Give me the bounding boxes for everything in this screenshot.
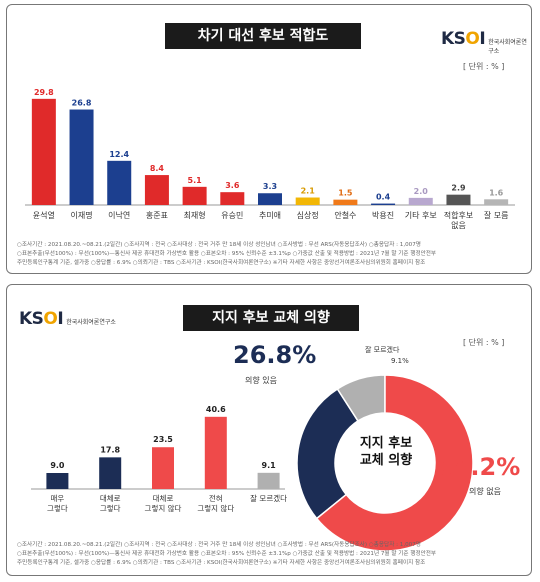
bar <box>257 472 280 489</box>
bar <box>371 203 396 205</box>
donut-slice <box>315 374 474 552</box>
dk-value: 9.1% <box>391 357 409 365</box>
bar-value-label: 2.9 <box>451 184 466 193</box>
footnote-line: 주민등록인구통계 기준, 셀가중 ○응답률 : 6.9% ○의뢰기관 : TBS… <box>17 260 426 266</box>
category-label: 없음 <box>451 221 466 230</box>
logo-mark: KSOI <box>19 309 64 329</box>
footnote-line: ○표본추출(무선100%) : 무선(100%)—통신사 제공 휴대전화 가상번… <box>17 251 437 257</box>
bar-value-label: 5.1 <box>188 176 203 185</box>
bar-value-label: 3.3 <box>263 182 277 191</box>
bar-value-label: 12.4 <box>109 150 129 159</box>
change-label: 의향 없음 <box>469 487 501 496</box>
category-label: 그렇지 않다 <box>197 503 234 513</box>
category-label: 적합후보 <box>444 210 473 220</box>
survey-footnote: ○조사기간 : 2021.08.20.~08.21.(2일간) ○조사지역 : … <box>17 541 521 568</box>
bar <box>258 193 282 205</box>
category-label: 잘 모르겠다 <box>250 493 287 503</box>
logo-subtitle: 한국사회여론연구소 <box>66 319 116 326</box>
ksoi-logo: KSOI 한국사회여론연구소 <box>19 309 116 329</box>
category-label: 심상정 <box>297 210 319 220</box>
change-value: 64.2% <box>437 453 521 481</box>
bar <box>31 98 56 205</box>
category-label: 윤석열 <box>33 210 55 220</box>
bar <box>69 109 94 205</box>
unit-label: [ 단위 : % ] <box>463 338 505 347</box>
bar <box>182 186 207 205</box>
bar <box>446 194 471 205</box>
candidate-suitability-panel: 차기 대선 후보 적합도 KSOI 한국사회여론연구소 [ 단위 : % ] 2… <box>6 4 532 274</box>
bar <box>144 175 169 205</box>
bar-value-label: 26.8 <box>72 99 92 108</box>
footnote-line: ○조사기간 : 2021.08.20.~08.21.(2일간) ○조사지역 : … <box>17 242 421 248</box>
bar-value-label: 1.6 <box>489 188 504 197</box>
donut-center-label: 지지 후보 교체 의향 <box>333 435 439 469</box>
category-label: 이재명 <box>70 210 92 220</box>
footnote-line: ○표본추출(무선100%) : 무선(100%)—통신사 제공 휴대전화 가상번… <box>17 551 437 557</box>
chart-title: 차기 대선 후보 적합도 <box>165 23 361 49</box>
category-label: 홍준표 <box>146 210 168 220</box>
category-label: 기타 후보 <box>405 211 437 220</box>
bar <box>204 416 227 489</box>
bar-value-label: 2.0 <box>414 187 429 196</box>
bar-value-label: 3.6 <box>225 181 240 190</box>
category-label: 안철수 <box>334 210 356 220</box>
bar-value-label: 9.1 <box>262 461 277 470</box>
category-label: 매우 <box>50 494 64 503</box>
candidate-bar-chart: 29.8 윤석열 26.8 이재명 12.4 이낙연 8.4 홍준표 5.1 최재형 3.6 유승민 3… <box>25 88 515 230</box>
change-intent-donut <box>296 374 474 552</box>
bar-value-label: 8.4 <box>150 164 165 173</box>
bar <box>333 199 358 205</box>
category-label: 대체로 <box>153 493 174 503</box>
bar-value-label: 9.0 <box>50 461 65 470</box>
footnote-line: ○조사기간 : 2021.08.20.~08.21.(2일간) ○조사지역 : … <box>17 542 421 548</box>
category-label: 대체로 <box>100 493 121 503</box>
keep-label: 의향 있음 <box>245 376 277 385</box>
footnote-line: 주민등록인구통계 기준, 셀가중 ○응답률 : 6.9% ○의뢰기관 : TBS… <box>17 560 426 566</box>
donut-center-line: 지지 후보 <box>359 436 413 451</box>
bar <box>107 160 132 205</box>
ksoi-logo: KSOI 한국사회여론연구소 <box>441 29 531 55</box>
category-label: 최재형 <box>184 210 206 220</box>
bar <box>46 473 69 489</box>
bar <box>408 197 433 205</box>
dk-label: 잘 모르겠다 <box>365 346 400 354</box>
bar-value-label: 2.1 <box>301 187 316 196</box>
bar-value-label: 40.6 <box>206 405 226 414</box>
bar-value-label: 17.8 <box>100 445 120 454</box>
category-label: 추미애 <box>259 211 281 220</box>
survey-footnote: ○조사기간 : 2021.08.20.~08.21.(2일간) ○조사지역 : … <box>17 241 521 268</box>
donut-center-line: 교체 의향 <box>359 453 413 468</box>
bar-value-label: 0.4 <box>376 193 391 202</box>
bar <box>295 197 320 205</box>
category-label: 박용진 <box>372 210 394 220</box>
category-label: 그렇지 않다 <box>145 503 182 513</box>
logo-subtitle: 한국사회여론연구소 <box>488 39 527 55</box>
bar-value-label: 1.5 <box>338 189 353 198</box>
category-label: 전혀 <box>209 493 223 503</box>
unit-label: [ 단위 : % ] <box>463 62 505 71</box>
category-label: 잘 모름 <box>484 211 509 220</box>
logo-mark: KSOI <box>441 29 486 49</box>
chart-title: 지지 후보 교체 의향 <box>183 305 359 331</box>
candidate-change-panel: KSOI 한국사회여론연구소 지지 후보 교체 의향 [ 단위 : % ] 9.… <box>6 284 532 576</box>
category-label: 이낙연 <box>108 210 130 220</box>
bar <box>220 192 245 205</box>
category-label: 그렇다 <box>47 503 68 513</box>
category-label: 그렇다 <box>100 503 121 513</box>
bar <box>152 447 174 489</box>
category-label: 유승민 <box>221 210 243 220</box>
bar-value-label: 29.8 <box>34 88 54 97</box>
bar <box>99 457 122 489</box>
bar <box>484 199 509 205</box>
keep-value: 26.8% <box>233 341 317 369</box>
bar-value-label: 23.5 <box>153 435 173 444</box>
